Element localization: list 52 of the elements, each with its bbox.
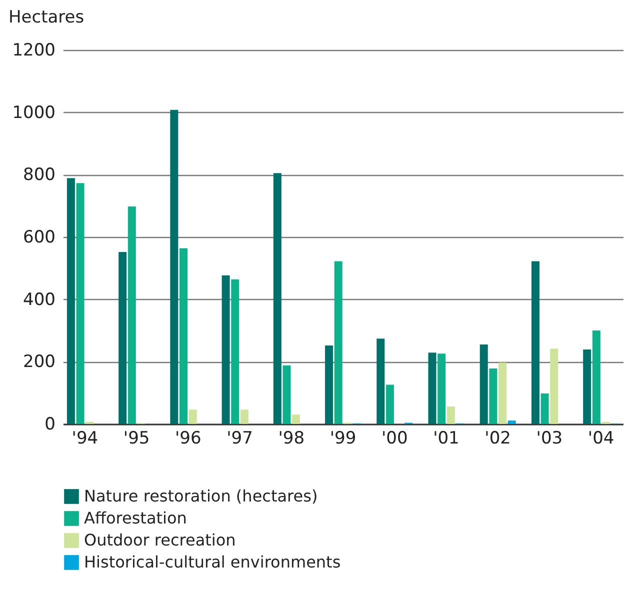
bar: [438, 354, 446, 424]
bar: [222, 275, 230, 424]
bar: [170, 110, 178, 424]
y-tick-label: 1000: [12, 102, 56, 123]
y-axis-title: Hectares: [8, 8, 84, 28]
legend-label: Historical-cultural environments: [84, 552, 341, 572]
y-tick-label: 1200: [12, 40, 56, 60]
bar: [508, 420, 516, 424]
legend-label: Nature restoration (hectares): [84, 486, 318, 506]
bar: [480, 344, 488, 424]
x-tick-label: '02: [484, 428, 511, 448]
x-tick-label: '03: [536, 428, 563, 448]
bar: [428, 352, 436, 424]
bar: [550, 348, 558, 424]
bar: [76, 183, 84, 424]
x-tick-label: '96: [175, 428, 202, 448]
y-tick-label: 200: [23, 352, 56, 372]
bar: [292, 414, 300, 424]
legend-label: Afforestation: [84, 508, 187, 528]
bar: [540, 393, 549, 424]
y-tick-label: 800: [23, 165, 56, 186]
x-tick-label: '01: [433, 428, 460, 448]
bar: [240, 410, 248, 424]
bar: [325, 345, 334, 424]
x-tick-label: '97: [226, 428, 253, 448]
bar: [282, 365, 291, 424]
bar: [592, 330, 600, 424]
bar: [231, 279, 240, 424]
y-tick-label: 600: [23, 228, 56, 248]
bar: [498, 362, 506, 424]
bar: [583, 350, 592, 424]
bar: [489, 368, 498, 424]
bar: [180, 248, 188, 424]
x-tick-label: '00: [381, 428, 408, 448]
bar: [446, 406, 455, 424]
x-tick-label: '95: [123, 428, 150, 448]
y-tick-label: 400: [23, 290, 56, 310]
bar: [188, 410, 197, 424]
x-tick-label: '04: [588, 428, 614, 448]
bar: [273, 173, 282, 424]
x-tick-label: '98: [278, 428, 305, 448]
x-tick-label: '99: [330, 428, 356, 448]
bar: [334, 261, 342, 424]
bar: [128, 206, 136, 424]
bar: [376, 338, 385, 424]
bar: [66, 178, 75, 424]
bar: [531, 261, 540, 424]
y-tick-label: 0: [44, 414, 56, 434]
legend-label: Outdoor recreation: [84, 530, 236, 550]
bar: [386, 384, 394, 424]
bar: [118, 252, 127, 424]
x-tick-label: '94: [72, 428, 98, 448]
